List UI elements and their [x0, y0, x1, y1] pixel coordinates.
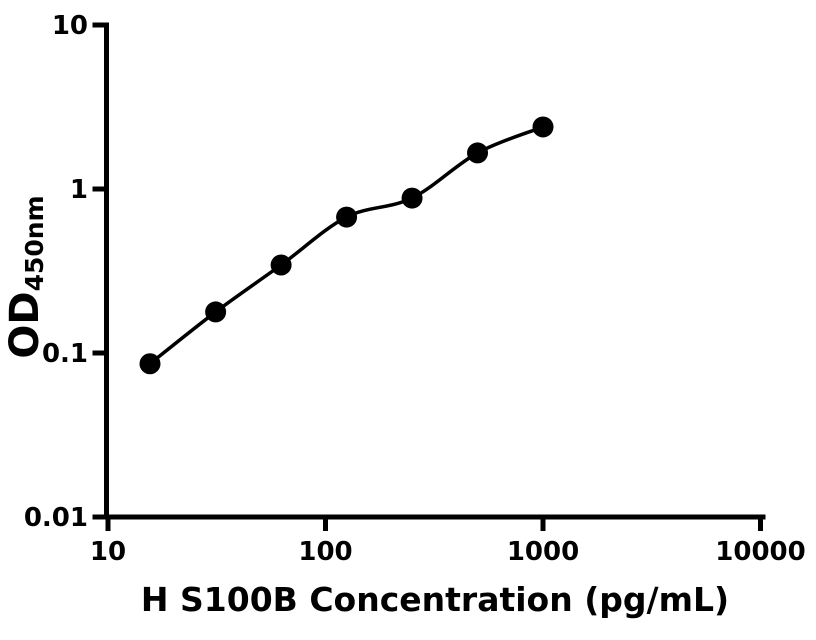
y-axis-title-subscript: 450nm [20, 195, 49, 292]
standard-curve-line [148, 125, 544, 366]
x-axis-tick-label: 10000 [715, 537, 805, 567]
y-axis-tick-label: 1 [70, 175, 88, 205]
y-axis-title: OD 450nm [2, 165, 58, 389]
data-point-marker [139, 353, 161, 375]
data-point-marker [401, 187, 423, 209]
y-axis-title-main: OD [2, 291, 48, 359]
y-axis-tick-label: 0.01 [24, 503, 88, 533]
y-axis-tick-label: 0.1 [42, 339, 88, 369]
y-axis-tick-label: 10 [52, 11, 88, 41]
data-point-marker [336, 206, 358, 228]
data-point-marker [467, 142, 489, 164]
x-axis-title: H S100B Concentration (pg/mL) [140, 580, 730, 619]
data-point-marker [205, 301, 227, 323]
x-axis-tick-label: 1000 [507, 537, 579, 567]
axis-spine [104, 22, 766, 520]
data-point-marker [532, 116, 554, 138]
data-point-marker [270, 254, 292, 276]
x-axis-tick-label: 100 [298, 537, 352, 567]
x-axis-tick-label: 10 [90, 537, 126, 567]
